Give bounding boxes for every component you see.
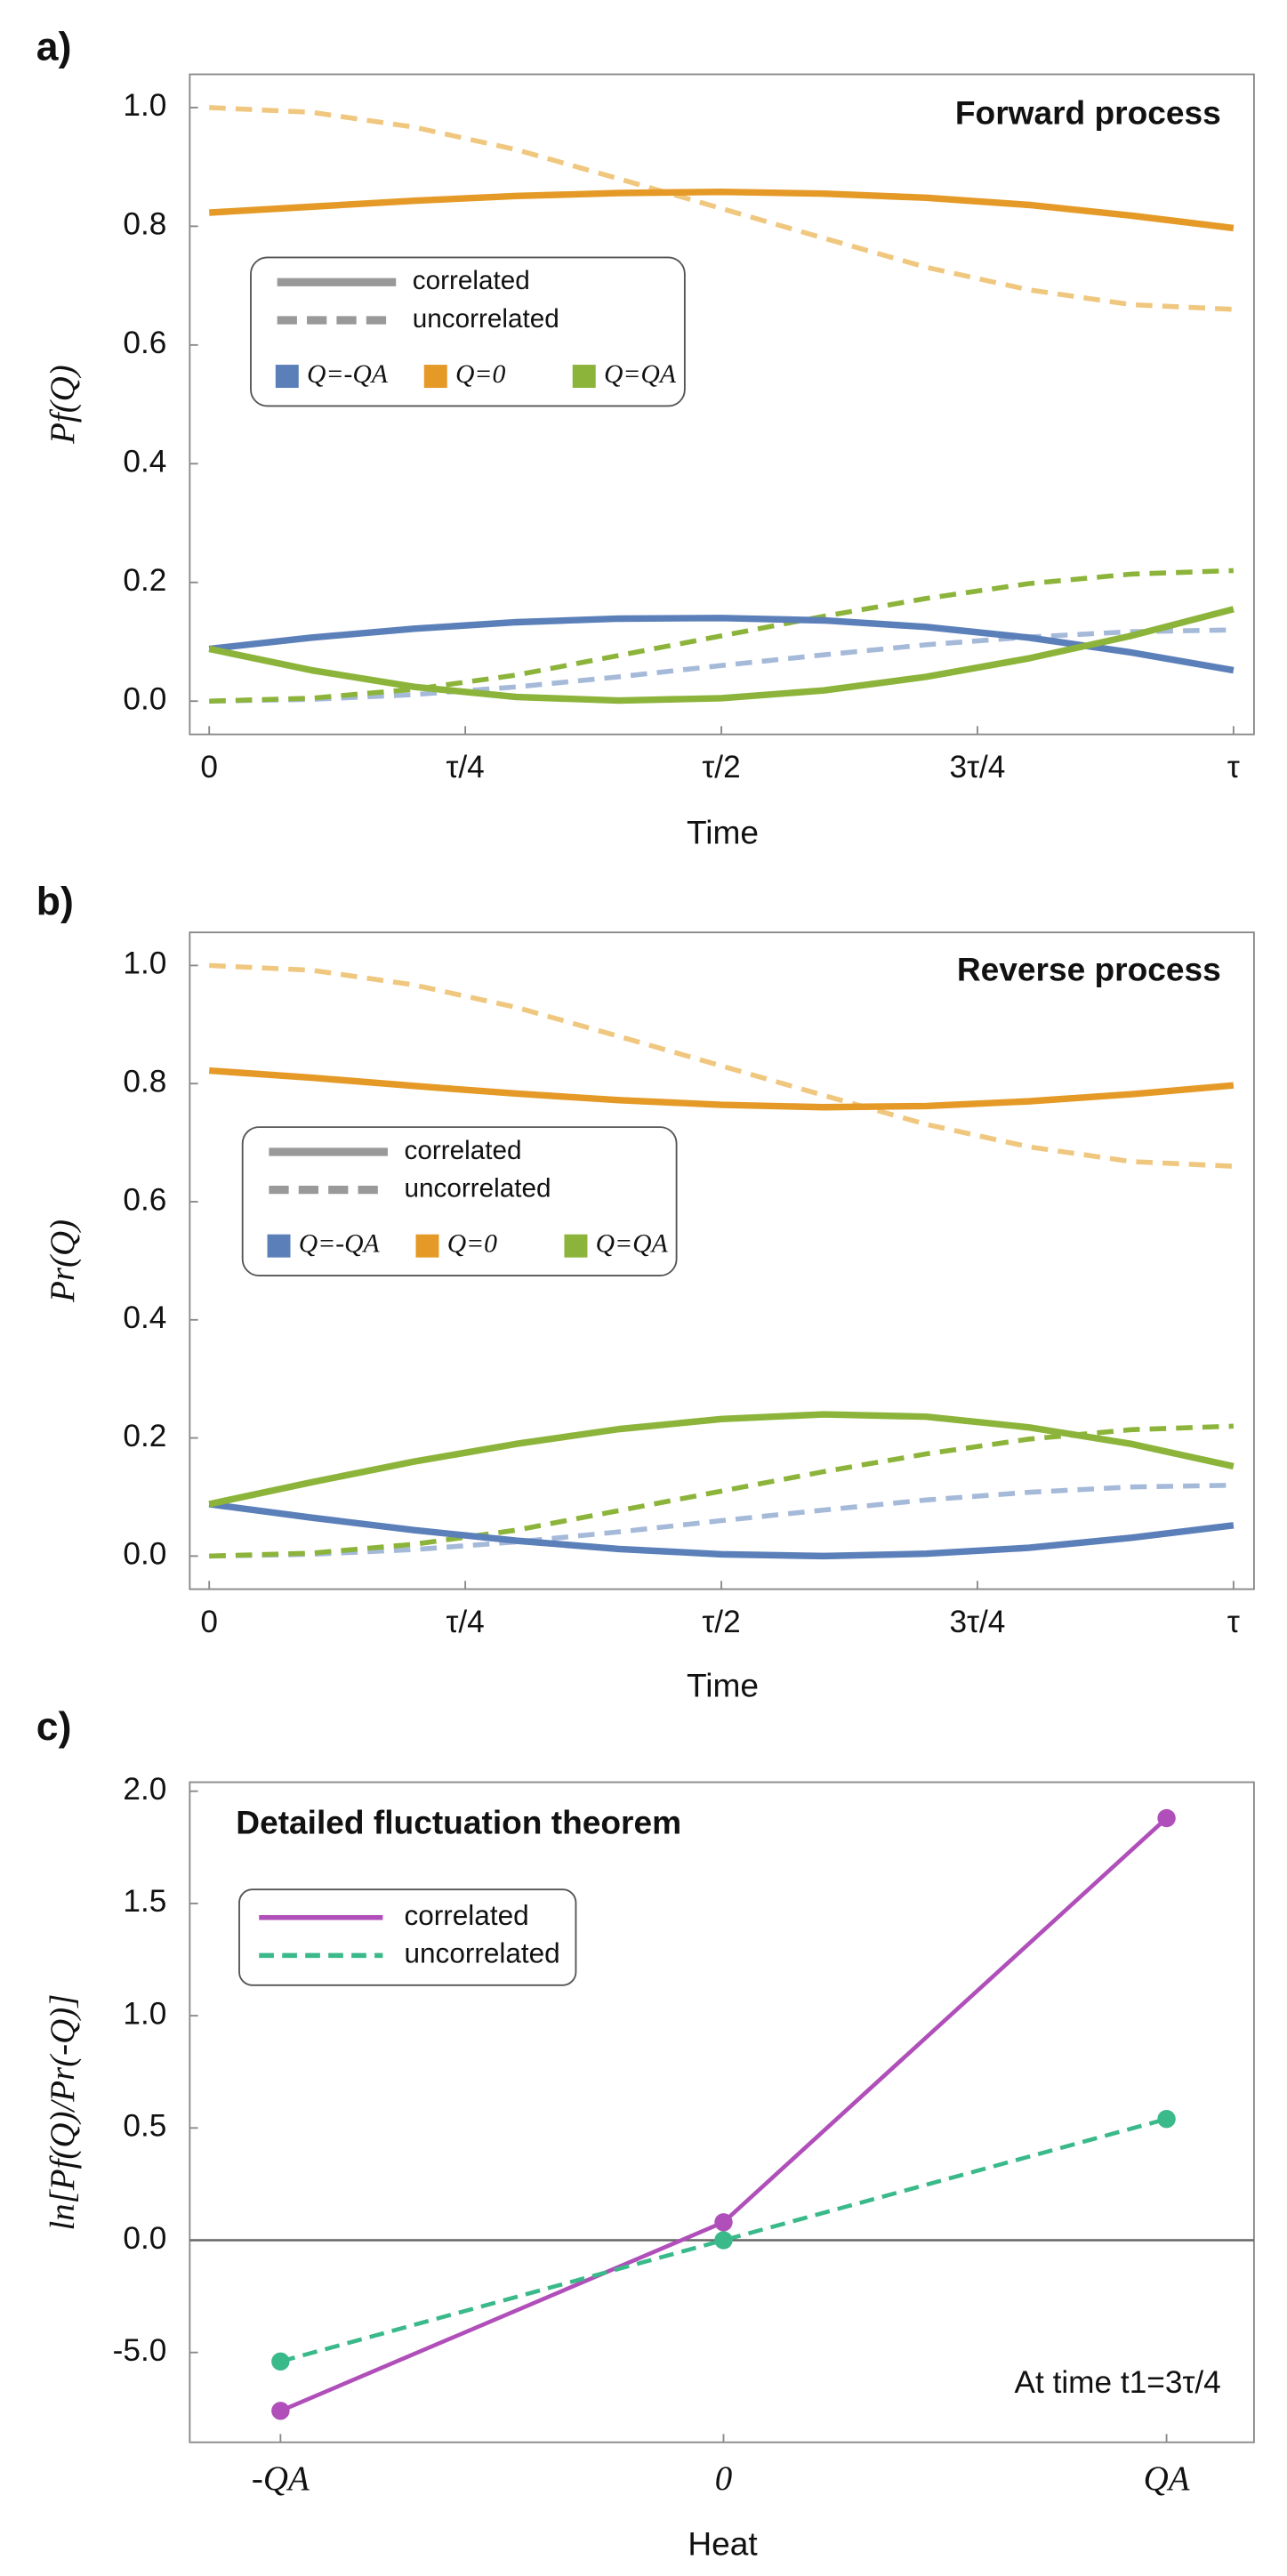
uncorrelated-line bbox=[209, 627, 1234, 704]
legend-label: Q=-QA bbox=[299, 1230, 381, 1259]
y-tick-label: 0.6 bbox=[123, 326, 166, 360]
y-axis-label: ln[Pf(Q)/Pr(-Q)] bbox=[44, 1994, 82, 2231]
legend-label: uncorrelated bbox=[405, 1173, 551, 1203]
x-tick-label: -QA bbox=[252, 2459, 310, 2498]
uncorrelated-line bbox=[209, 568, 1234, 704]
y-tick-label: 0.0 bbox=[123, 2221, 166, 2256]
correlated-line bbox=[208, 1411, 1235, 1508]
uncorrelated-line bbox=[209, 962, 1234, 1169]
correlated-line bbox=[209, 188, 1235, 232]
y-tick-label: 0.2 bbox=[123, 563, 166, 598]
y-tick-label: 0.0 bbox=[123, 682, 166, 717]
x-tick-label: 0 bbox=[200, 1605, 218, 1639]
annotation: At time t1=3τ/4 bbox=[1014, 2365, 1220, 2400]
y-tick-label: 0.6 bbox=[123, 1182, 166, 1217]
legend-label: Q=0 bbox=[447, 1230, 497, 1259]
y-tick-label: 0.8 bbox=[123, 1065, 166, 1099]
panel-label: a) bbox=[36, 25, 72, 68]
x-tick-label: τ/4 bbox=[446, 1605, 484, 1639]
correlated-line bbox=[208, 606, 1235, 704]
legend-swatch bbox=[423, 365, 447, 389]
plot-frame bbox=[189, 1781, 1255, 2443]
chart-title: Reverse process bbox=[957, 951, 1221, 988]
x-tick-label: 3τ/4 bbox=[950, 750, 1006, 785]
y-tick-label: 1.0 bbox=[123, 88, 166, 123]
y-tick-label: 0.4 bbox=[123, 445, 166, 479]
chart-title: Forward process bbox=[955, 94, 1221, 132]
legend-swatch bbox=[267, 1234, 291, 1258]
correlated-line bbox=[208, 615, 1235, 674]
y-tick-label: 0.0 bbox=[123, 1537, 166, 1572]
uncorrelated-line bbox=[209, 105, 1234, 312]
x-tick-label: τ/2 bbox=[702, 1605, 740, 1639]
legend-swatch bbox=[564, 1234, 588, 1258]
y-tick-label: 1.0 bbox=[123, 946, 166, 981]
data-point bbox=[271, 2402, 290, 2420]
legend-label: correlated bbox=[405, 1899, 529, 1931]
legend-label: Q=QA bbox=[604, 360, 677, 389]
x-tick-label: τ bbox=[1227, 1605, 1240, 1639]
legend-swatch bbox=[275, 365, 299, 389]
correlated-line bbox=[208, 1501, 1235, 1560]
series-line bbox=[279, 2116, 1168, 2364]
x-tick-label: τ/2 bbox=[702, 750, 740, 785]
panel-label: c) bbox=[36, 1705, 72, 1749]
legend-label: Q=0 bbox=[455, 360, 505, 389]
panel-label: b) bbox=[36, 880, 74, 923]
y-tick-label: 0.2 bbox=[123, 1419, 166, 1453]
legend-label: uncorrelated bbox=[413, 304, 559, 334]
legend-swatch bbox=[572, 365, 596, 389]
y-tick-label: 2.0 bbox=[123, 1772, 166, 1807]
x-tick-label: 3τ/4 bbox=[950, 1605, 1006, 1639]
x-axis-label: Time bbox=[687, 814, 759, 851]
y-tick-label: -5.0 bbox=[113, 2333, 167, 2368]
legend-label: correlated bbox=[413, 266, 530, 295]
y-axis-label: Pr(Q) bbox=[44, 1220, 82, 1303]
y-tick-label: 1.0 bbox=[123, 1996, 166, 2031]
x-tick-label: QA bbox=[1144, 2459, 1190, 2498]
uncorrelated-line bbox=[209, 1482, 1234, 1559]
data-point bbox=[714, 2231, 733, 2250]
chart-title: Detailed fluctuation theorem bbox=[236, 1804, 681, 1841]
data-point bbox=[1157, 2110, 1176, 2129]
x-tick-label: 0 bbox=[715, 2459, 732, 2498]
y-tick-label: 1.5 bbox=[123, 1884, 166, 1919]
legend-label: Q=QA bbox=[596, 1230, 669, 1259]
x-axis-label: Heat bbox=[688, 2524, 758, 2562]
data-point bbox=[714, 2213, 733, 2232]
y-tick-label: 0.4 bbox=[123, 1300, 166, 1335]
data-point bbox=[1157, 1808, 1176, 1828]
legend-swatch bbox=[415, 1234, 439, 1258]
legend-label: uncorrelated bbox=[405, 1937, 560, 1969]
legend-box bbox=[238, 1888, 577, 1986]
correlated-line bbox=[208, 1067, 1235, 1111]
x-tick-label: τ bbox=[1227, 750, 1240, 785]
x-axis-label: Time bbox=[687, 1667, 759, 1704]
x-tick-label: τ/4 bbox=[446, 750, 484, 785]
uncorrelated-line bbox=[209, 1423, 1234, 1559]
legend-label: Q=-QA bbox=[307, 360, 389, 389]
legend-label: correlated bbox=[405, 1136, 522, 1165]
y-tick-label: 0.5 bbox=[123, 2109, 166, 2144]
x-tick-label: 0 bbox=[200, 750, 218, 785]
y-tick-label: 0.8 bbox=[123, 207, 166, 242]
y-axis-label: Pf(Q) bbox=[44, 365, 82, 445]
data-point bbox=[271, 2352, 290, 2371]
